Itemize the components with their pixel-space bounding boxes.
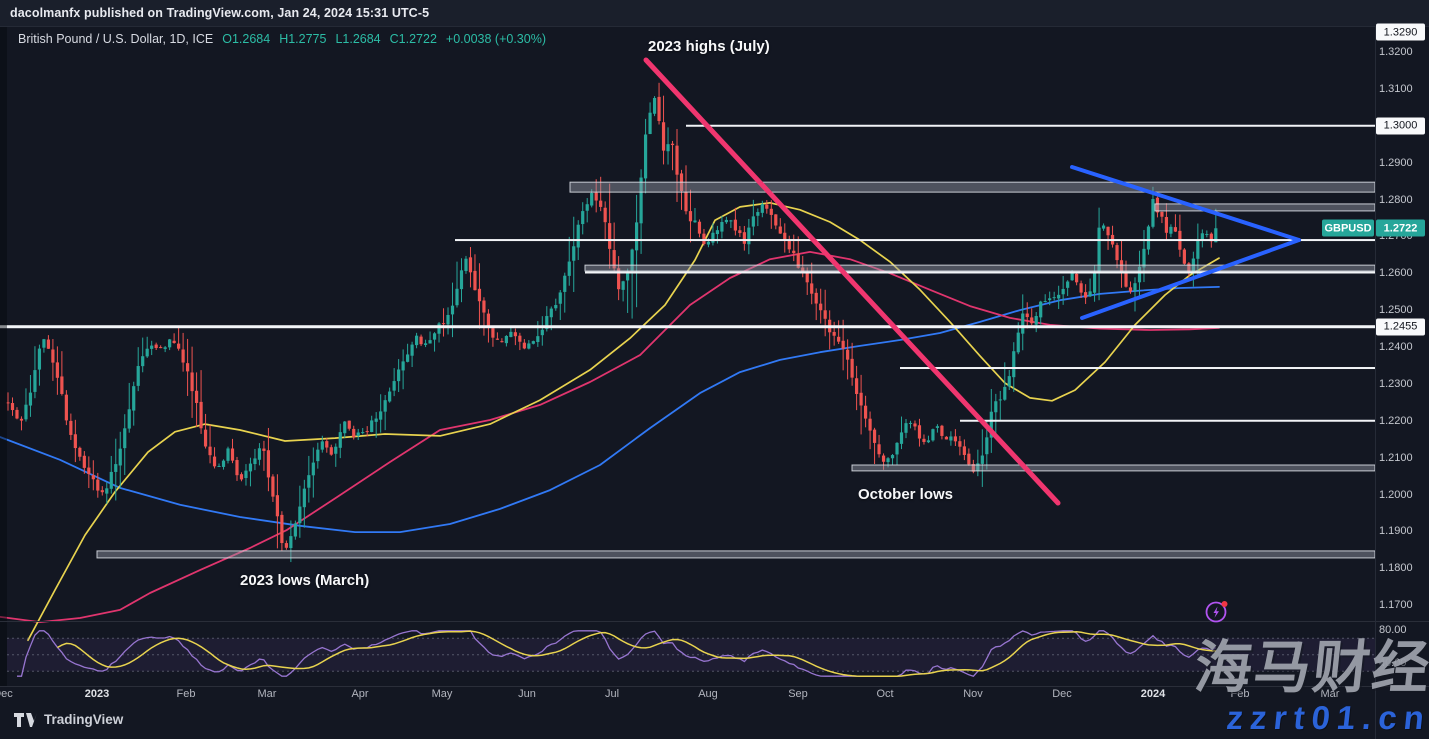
time-tick: Jul bbox=[604, 688, 620, 700]
support-resistance-levels bbox=[0, 124, 1376, 559]
rsi-tick: 40.00 bbox=[1379, 657, 1407, 669]
attribution-text: dacolmanfx published on TradingView.com,… bbox=[10, 6, 430, 20]
price-zone bbox=[569, 181, 1376, 193]
flash-icon[interactable] bbox=[1202, 598, 1232, 633]
symbol-chip: GBPUSD bbox=[1322, 219, 1374, 237]
ohlc-value: C1.2722 bbox=[389, 32, 437, 46]
horizontal-level-line bbox=[0, 325, 1375, 329]
time-tick: Dec bbox=[1052, 688, 1072, 700]
time-tick: Feb bbox=[176, 688, 196, 700]
ohlc-value: L1.2684 bbox=[335, 32, 381, 46]
price-tick: 1.2100 bbox=[1379, 451, 1413, 464]
price-tick: 1.3100 bbox=[1379, 82, 1413, 95]
time-tick: Sep bbox=[788, 688, 808, 700]
horizontal-level-line bbox=[455, 239, 1375, 242]
horizontal-level-line bbox=[585, 271, 1375, 274]
price-tick: 1.3200 bbox=[1379, 46, 1413, 58]
price-tick: 1.2800 bbox=[1379, 193, 1413, 206]
time-tick: 2024 bbox=[1140, 688, 1166, 700]
notification-dot bbox=[1221, 601, 1228, 607]
trendline-descending-resistance bbox=[643, 57, 1061, 506]
time-tick: Aug bbox=[698, 688, 718, 700]
attribution-bar: dacolmanfx published on TradingView.com,… bbox=[0, 0, 1429, 27]
pane-frame bbox=[0, 27, 1429, 739]
price-tick: 1.1900 bbox=[1379, 525, 1413, 538]
time-tick: May bbox=[431, 688, 453, 700]
horizontal-level-line bbox=[960, 419, 1375, 422]
symbol-title: British Pound / U.S. Dollar, 1D, ICE bbox=[18, 32, 214, 46]
chart-legend: British Pound / U.S. Dollar, 1D, ICE O1.… bbox=[18, 31, 546, 47]
time-tick: Mar bbox=[257, 688, 277, 700]
price-zone bbox=[96, 550, 1376, 559]
horizontal-level-line bbox=[686, 124, 1375, 127]
chart-annotation: October lows bbox=[858, 486, 954, 503]
ma-crimson-line bbox=[0, 251, 1220, 623]
rsi-ma-line bbox=[57, 630, 1216, 677]
chart-annotation: 2023 lows (March) bbox=[240, 572, 370, 589]
tradingview-logo-text: TradingView bbox=[44, 712, 124, 727]
ohlc-value: H1.2775 bbox=[279, 32, 327, 46]
horizontal-level-line bbox=[900, 367, 1375, 370]
ohlc-value: O1.2684 bbox=[222, 32, 271, 46]
rsi-tick: 80.00 bbox=[1379, 624, 1407, 636]
ohlc-values: O1.2684 H1.2775 L1.2684 C1.2722 +0.0038 (+0.… bbox=[222, 32, 546, 46]
symbol-chip-label: GBPUSD bbox=[1324, 222, 1372, 234]
chart-annotation: 2023 highs (July) bbox=[648, 38, 770, 55]
price-tick: 1.1700 bbox=[1379, 599, 1413, 612]
price-zone bbox=[584, 264, 1376, 272]
trendline-wedge-lower bbox=[1080, 238, 1301, 320]
candlestick-series bbox=[6, 82, 1218, 563]
trendlines bbox=[643, 57, 1301, 506]
time-tick: Nov bbox=[963, 688, 983, 700]
time-tick: 2023 bbox=[84, 688, 110, 700]
level-price-badge: 1.2455 bbox=[1376, 318, 1425, 336]
ma-blue-line bbox=[0, 286, 1220, 533]
price-tick: 1.1800 bbox=[1379, 562, 1413, 575]
time-tick: Jun bbox=[518, 688, 536, 700]
price-tick: 1.2300 bbox=[1379, 377, 1413, 390]
tradingview-logo[interactable]: TradingView bbox=[14, 712, 123, 727]
level-price-badge: 1.3290 bbox=[1376, 23, 1425, 41]
level-price-badge: 1.3000 bbox=[1376, 117, 1425, 135]
ohlc-value: +0.0038 (+0.30%) bbox=[445, 32, 546, 46]
time-tick: Apr bbox=[351, 688, 369, 700]
time-tick: Oct bbox=[876, 688, 894, 700]
time-tick: Dec bbox=[0, 688, 13, 700]
rsi-line bbox=[17, 630, 1217, 677]
price-tick: 1.2500 bbox=[1379, 304, 1413, 317]
price-tick: 1.2200 bbox=[1379, 414, 1413, 427]
lightning-icon bbox=[1205, 601, 1228, 623]
price-zone bbox=[851, 464, 1376, 472]
trendline-wedge-upper bbox=[1070, 165, 1301, 242]
price-tick: 1.2000 bbox=[1379, 488, 1413, 501]
rsi-panel bbox=[7, 630, 1375, 677]
tradingview-mark-icon bbox=[14, 712, 37, 727]
ma-yellow-line bbox=[27, 201, 1220, 642]
price-tick: 1.2900 bbox=[1379, 156, 1413, 169]
price-tick: 1.2400 bbox=[1379, 341, 1413, 353]
time-tick: Mar bbox=[1320, 688, 1340, 700]
last-price-badge: 1.2722 bbox=[1376, 219, 1425, 237]
time-tick: Feb bbox=[1230, 688, 1250, 700]
price-tick: 1.2600 bbox=[1379, 267, 1413, 280]
